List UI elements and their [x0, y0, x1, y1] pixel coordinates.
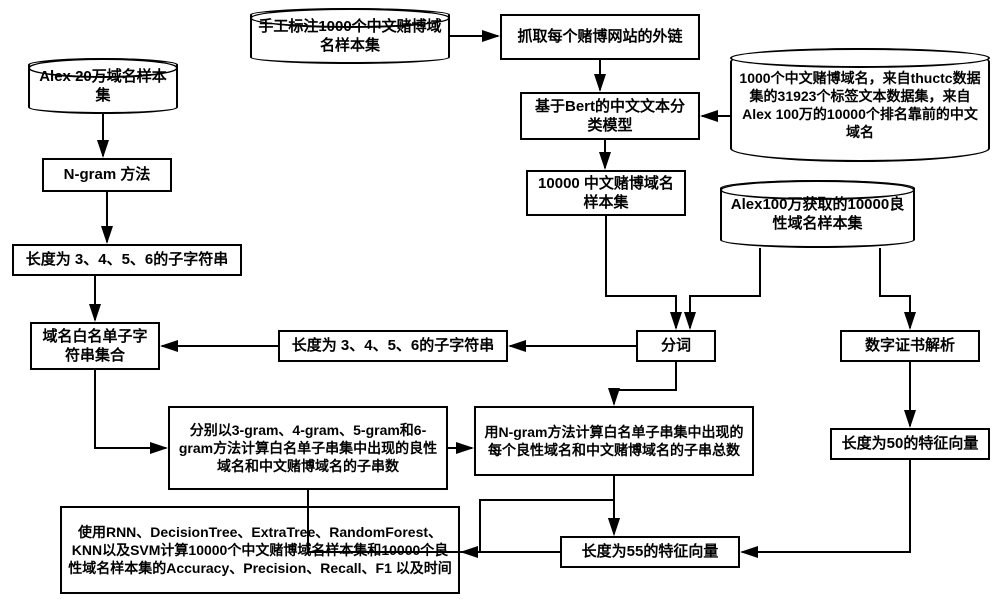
node-manual-annotation: 手工标注1000个中文赌博域名样本集: [250, 8, 450, 64]
node-segment: 分词: [636, 330, 716, 362]
label: 长度为 3、4、5、6的子字符串: [292, 336, 495, 356]
label: 用N-gram方法计算白名单子串集中出现的每个良性域名和中文赌博域名的子串总数: [482, 423, 746, 459]
node-ngram-total: 用N-gram方法计算白名单子串集中出现的每个良性域名和中文赌博域名的子串总数: [474, 406, 754, 476]
label: Alex100万获取的10000良性域名样本集: [728, 195, 907, 234]
label: 分词: [661, 336, 691, 356]
node-ngram-calc: 分别以3-gram、4-gram、5-gram和6-gram方法计算白名单子串集…: [168, 406, 448, 490]
label: 1000个中文赌博域名，来自thuctc数据集的31923个标签文本数据集，来自…: [738, 69, 982, 142]
node-crawl-links: 抓取每个赌博网站的外链: [500, 14, 700, 60]
label: 长度为55的特征向量: [582, 542, 719, 562]
label: Alex 20万域名样本集: [36, 67, 170, 106]
label: 分别以3-gram、4-gram、5-gram和6-gram方法计算白名单子串集…: [176, 421, 440, 476]
node-ngram: N-gram 方法: [42, 158, 172, 192]
label: 域名白名单子字符串集合: [38, 327, 152, 366]
label: N-gram 方法: [64, 165, 151, 185]
label: 长度为50的特征向量: [842, 434, 979, 454]
node-bert: 基于Bert的中文文本分类模型: [520, 92, 700, 140]
node-substrings-a: 长度为 3、4、5、6的子字符串: [12, 244, 242, 276]
node-cert: 数字证书解析: [840, 330, 980, 362]
node-alex100: Alex100万获取的10000良性域名样本集: [720, 180, 915, 248]
node-10000-gambling: 10000 中文赌博域名样本集: [526, 170, 686, 216]
node-substrings-b: 长度为 3、4、5、6的子字符串: [278, 330, 508, 362]
node-1000-dataset: 1000个中文赌博域名，来自thuctc数据集的31923个标签文本数据集，来自…: [730, 48, 990, 162]
label: 10000 中文赌博域名样本集: [534, 174, 678, 213]
node-final: 使用RNN、DecisionTree、ExtraTree、RandomFores…: [60, 506, 460, 594]
node-whitelist: 域名白名单子字符串集合: [30, 322, 160, 370]
label: 基于Bert的中文文本分类模型: [528, 97, 692, 136]
node-fv55: 长度为55的特征向量: [560, 536, 740, 568]
node-fv50: 长度为50的特征向量: [830, 428, 990, 460]
label: 手工标注1000个中文赌博域名样本集: [258, 17, 442, 56]
node-alex20: Alex 20万域名样本集: [28, 58, 178, 114]
label: 使用RNN、DecisionTree、ExtraTree、RandomFores…: [68, 523, 452, 578]
label: 数字证书解析: [865, 336, 955, 356]
label: 长度为 3、4、5、6的子字符串: [26, 250, 229, 270]
label: 抓取每个赌博网站的外链: [517, 27, 682, 47]
